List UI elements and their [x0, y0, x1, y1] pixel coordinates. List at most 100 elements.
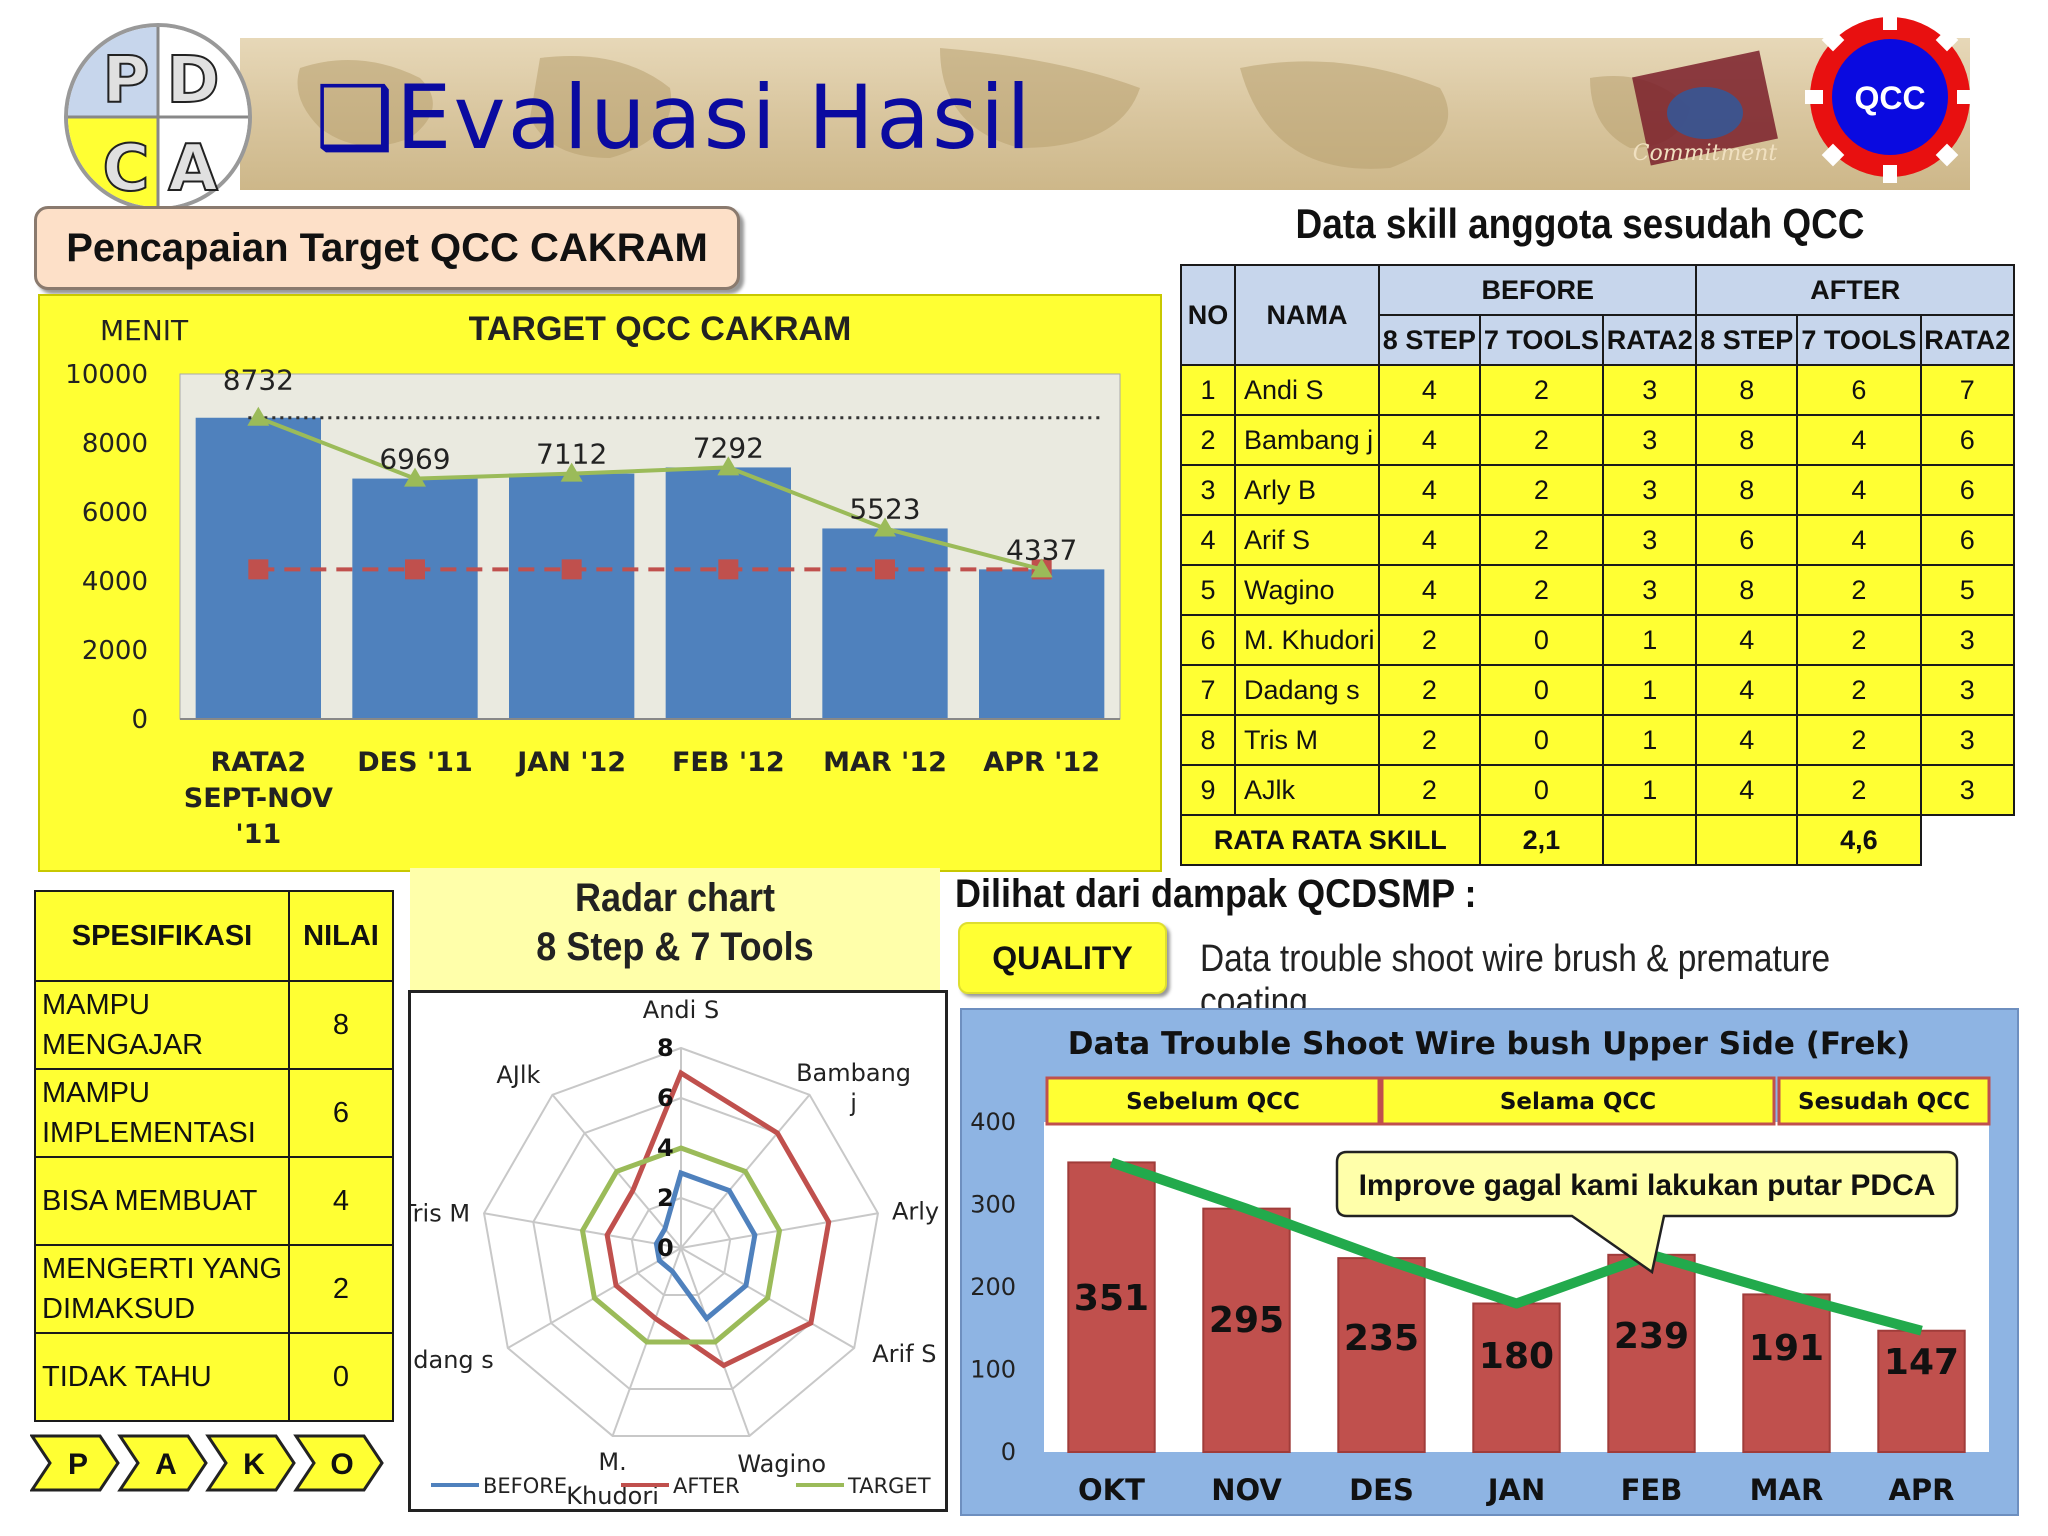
target-chart-title: TARGET QCC CAKRAM: [469, 310, 852, 348]
spec-label: MAMPU IMPLEMENTASI: [34, 1068, 290, 1158]
col-header-after: AFTER: [1695, 264, 2015, 316]
pako-arrow-shape: [30, 1434, 120, 1492]
pako-arrow-k: K: [243, 1448, 265, 1481]
target-chart-category-label: FEB '12: [672, 747, 785, 778]
target-chart: MENIT TARGET QCC CAKRAM 0 2000 4000 6000 800…: [38, 294, 1162, 872]
trouble-chart-bar: [1607, 1253, 1696, 1453]
skill-after-7tools: 4: [1796, 514, 1922, 566]
skill-after-7tools: 4: [1796, 464, 1922, 516]
radar-axis-label: AJlk: [496, 1061, 540, 1089]
pdca-letter-c: C: [103, 132, 150, 206]
skill-after-rata2: 3: [1919, 714, 2016, 766]
spec-table-row: BISA MEMBUAT 4: [34, 1156, 394, 1246]
target-chart-category-label: MAR '12: [823, 747, 947, 778]
target-chart-actual-marker: [247, 406, 270, 426]
trouble-chart-trend-line: [1109, 1157, 1923, 1336]
target-chart-ytick: 2000: [82, 636, 148, 666]
skill-after-8step: 4: [1695, 664, 1799, 716]
target-chart-target-marker: [561, 559, 582, 580]
skill-after-rata2: 5: [1919, 564, 2016, 616]
skill-before-7tools: 2: [1478, 364, 1605, 416]
skill-after-rata2: 3: [1919, 764, 2016, 816]
target-chart-data-label: 5523: [849, 492, 920, 525]
target-section-label: Pencapaian Target QCC CAKRAM: [34, 206, 740, 290]
skill-after-rata2: 3: [1919, 614, 2016, 666]
target-chart-actual-marker: [404, 467, 426, 487]
target-chart-bar: [665, 467, 791, 719]
skill-table-title: Data skill anggota sesudah QCC: [1295, 200, 1865, 247]
trouble-chart-data-label: 295: [1209, 1300, 1284, 1341]
radar-axis-label: Arif S: [872, 1340, 936, 1368]
skill-after-8step: 4: [1695, 764, 1799, 816]
spec-label: TIDAK TAHU: [34, 1332, 290, 1422]
radar-axis-label: Wagino: [737, 1450, 826, 1478]
trouble-chart-phase-label: Selama QCC: [1500, 1089, 1656, 1115]
qcc-badge: QCC: [1805, 12, 1975, 183]
skill-before-8step: 4: [1378, 514, 1481, 566]
target-chart-actual-marker: [874, 517, 896, 537]
skill-before-8step: 4: [1378, 464, 1481, 516]
trouble-chart-category-label: JAN: [1486, 1473, 1546, 1507]
pdca-logo: P D C A: [64, 23, 252, 211]
skill-before-7tools: 0: [1478, 614, 1605, 666]
radar-axis-label: M. Khudori: [566, 1448, 659, 1509]
skill-before-7tools: 2: [1478, 514, 1605, 566]
trouble-chart-ytick: 100: [970, 1356, 1016, 1384]
target-chart-ytick: 10000: [65, 360, 148, 390]
summary-empty: [1695, 814, 1799, 866]
trouble-chart-data-label: 351: [1074, 1278, 1149, 1319]
trouble-chart-ytick: 0: [1001, 1438, 1016, 1466]
trouble-chart-phase-label: Sebelum QCC: [1126, 1089, 1300, 1115]
skill-before-8step: 4: [1378, 364, 1481, 416]
spec-header-nilai: NILAI: [288, 890, 394, 982]
skill-after-rata2: 6: [1919, 414, 2016, 466]
trouble-chart-data-label: 147: [1884, 1342, 1959, 1383]
radar-tick-label: 4: [657, 1134, 674, 1162]
radar-chart-header: Radar chart 8 Step & 7 Tools: [410, 868, 940, 990]
skill-before-rata2: 3: [1602, 414, 1698, 466]
radar-tick-label: 2: [657, 1184, 674, 1212]
pdca-letter-d: D: [166, 44, 219, 118]
summary-label: RATA RATA SKILL: [1180, 814, 1481, 866]
skill-after-8step: 8: [1695, 564, 1799, 616]
target-chart-category-label: APR '12: [983, 747, 1100, 778]
skill-before-8step: 4: [1378, 414, 1481, 466]
target-chart-actual-marker: [560, 462, 583, 482]
skill-before-rata2: 1: [1602, 664, 1698, 716]
spec-label: MENGERTI YANG DIMAKSUD: [34, 1244, 290, 1334]
summary-after: 4,6: [1796, 814, 1922, 866]
target-chart-ytick: 4000: [82, 567, 148, 597]
skill-nama: Tris M: [1234, 714, 1380, 766]
pako-arrow-shape: [117, 1434, 208, 1492]
spec-value: 2: [288, 1244, 394, 1334]
col-header-before-rata2: RATA2: [1602, 314, 1698, 366]
target-chart-category-label: JAN '12: [515, 747, 626, 778]
target-chart-bar: [979, 569, 1105, 719]
trouble-chart-category-label: OKT: [1078, 1473, 1145, 1507]
skill-no: 1: [1180, 364, 1236, 416]
radar-ring: [630, 1196, 732, 1296]
skill-before-7tools: 0: [1478, 664, 1605, 716]
skill-table: NO NAMA BEFORE AFTER 8 STEP 7 TOOLS RATA…: [1180, 264, 2016, 866]
target-chart-data-label: 4337: [1006, 533, 1077, 566]
col-header-before-8step: 8 STEP: [1378, 314, 1481, 366]
skill-nama: Arly B: [1234, 464, 1380, 516]
target-chart-plot-area: [179, 373, 1121, 720]
target-chart-target-marker: [405, 559, 425, 580]
skill-nama: M. Khudori: [1234, 614, 1380, 666]
col-header-nama: NAMA: [1234, 264, 1380, 366]
trouble-chart-data-label: 180: [1479, 1336, 1554, 1377]
skill-after-8step: 8: [1695, 364, 1799, 416]
radar-axis-label: Arly B: [892, 1197, 945, 1225]
toyota-commitment-logo: Commitment: [1632, 50, 1778, 166]
skill-no: 9: [1180, 764, 1236, 816]
spec-value: 6: [288, 1068, 394, 1158]
skill-before-7tools: 0: [1478, 764, 1605, 816]
quality-button[interactable]: QUALITY: [958, 922, 1167, 994]
pako-arrow-o: O: [330, 1448, 353, 1481]
trouble-chart-bar: [1742, 1293, 1831, 1453]
radar-legend-label: TARGET: [847, 1474, 931, 1498]
